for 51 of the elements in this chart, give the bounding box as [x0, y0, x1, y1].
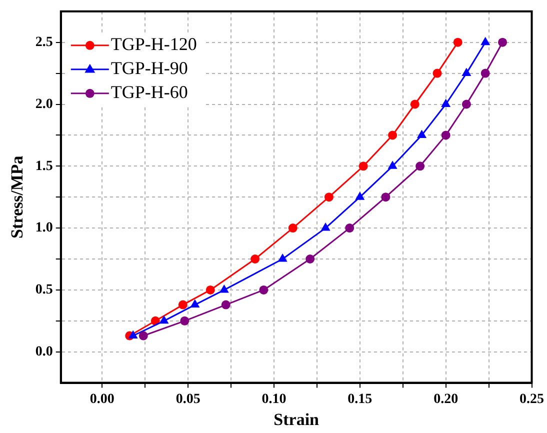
point — [410, 100, 420, 109]
point — [180, 316, 190, 326]
point — [159, 315, 169, 324]
x-tick-label: 0.25 — [520, 392, 544, 407]
point — [190, 299, 200, 308]
point — [388, 160, 398, 169]
point — [324, 192, 334, 202]
point — [250, 254, 260, 264]
point — [498, 38, 508, 47]
x-tick-label: 0.05 — [176, 392, 200, 407]
x-axis-title: Strain — [274, 410, 320, 430]
point — [206, 285, 215, 294]
y-tick-label: 1.5 — [35, 158, 53, 174]
point — [417, 130, 427, 138]
point — [219, 284, 229, 293]
y-axis-title: Stress/MPa — [8, 155, 27, 238]
legend-label: TGP-H-90 — [110, 58, 188, 78]
x-tick-label: 0.20 — [434, 392, 458, 407]
point — [480, 68, 490, 78]
point — [278, 254, 288, 262]
point — [358, 162, 368, 171]
point — [178, 300, 188, 310]
x-tick-label: 0.15 — [348, 392, 372, 407]
y-tick-label: 0.0 — [35, 344, 53, 360]
y-tick-label: 0.5 — [35, 282, 53, 298]
point — [128, 330, 138, 339]
point — [441, 130, 450, 140]
point — [221, 300, 230, 310]
point — [381, 192, 390, 202]
point — [306, 254, 315, 264]
point — [441, 98, 451, 107]
legend-label: TGP-H-60 — [110, 82, 188, 102]
point — [320, 222, 330, 231]
point — [480, 36, 490, 46]
point — [288, 224, 298, 233]
point — [259, 285, 268, 294]
legend-label: TGP-H-120 — [110, 34, 197, 54]
point — [416, 162, 425, 171]
y-tick-label: 2.0 — [35, 96, 53, 112]
x-tick-label: 0.00 — [90, 392, 114, 407]
point — [138, 331, 148, 340]
y-tick-label: 2.5 — [35, 34, 53, 50]
point — [462, 68, 472, 76]
point — [453, 38, 462, 47]
y-tick-label: 1.0 — [35, 220, 53, 236]
x-tick-label: 0.10 — [262, 392, 286, 407]
point — [432, 68, 442, 78]
point — [355, 192, 365, 200]
point — [462, 100, 471, 109]
point — [345, 224, 354, 233]
point — [388, 130, 398, 140]
